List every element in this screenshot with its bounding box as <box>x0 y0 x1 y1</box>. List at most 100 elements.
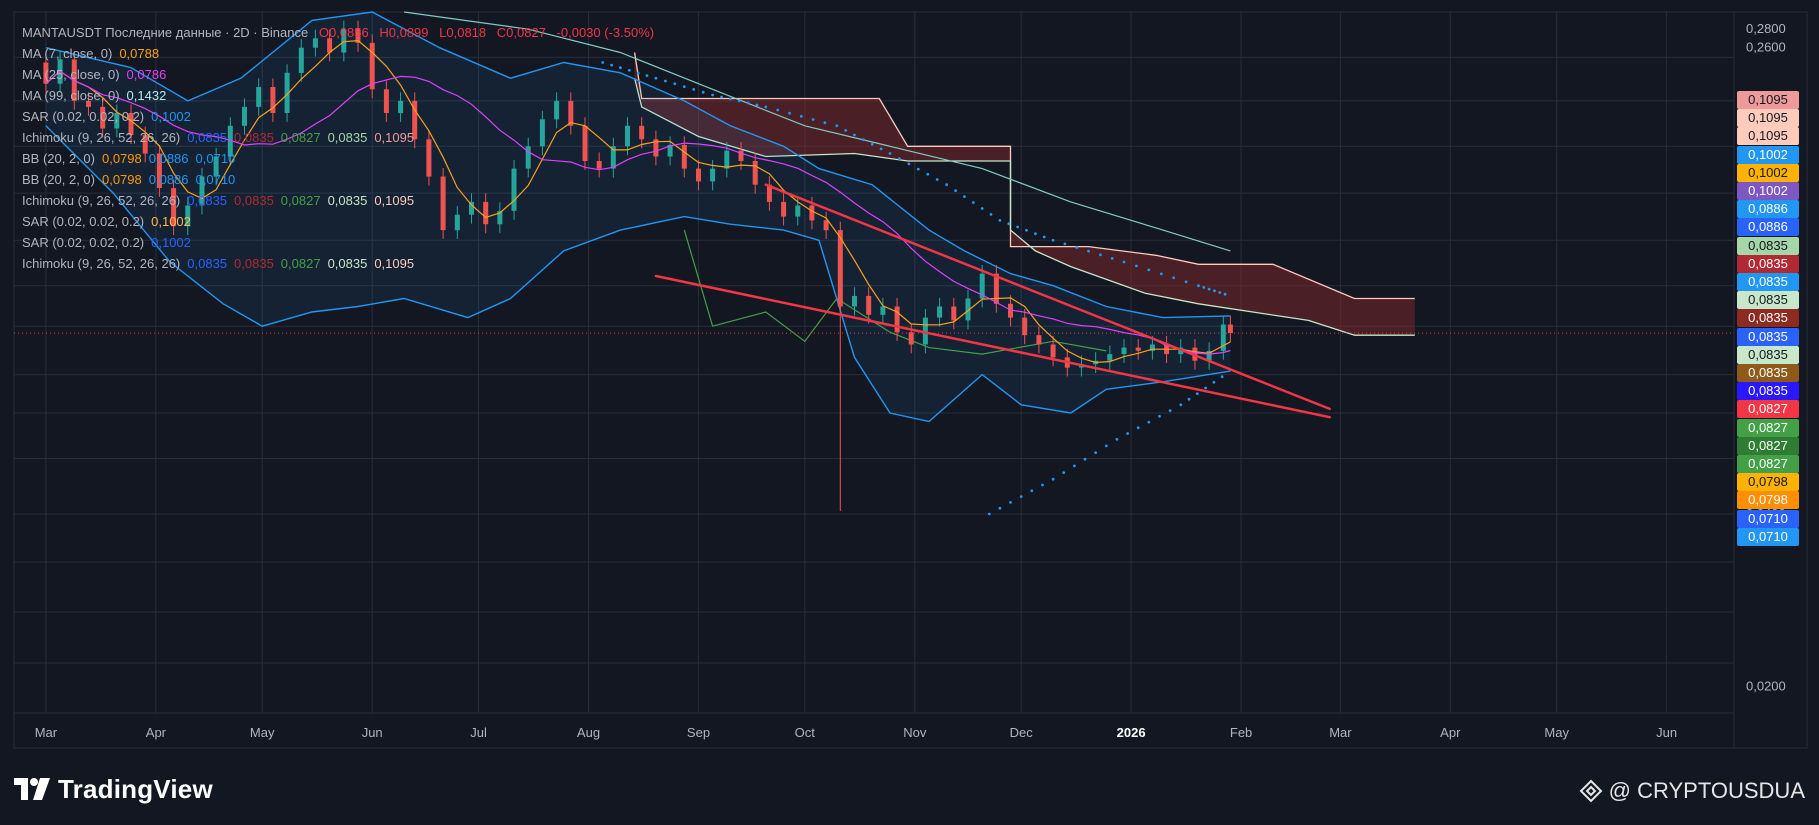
candle[interactable] <box>1149 344 1155 351</box>
candle[interactable] <box>227 125 233 157</box>
candle[interactable] <box>922 317 928 345</box>
candle[interactable] <box>1121 347 1127 355</box>
candle[interactable] <box>852 295 857 307</box>
candle[interactable] <box>171 188 177 227</box>
candle[interactable] <box>1227 324 1233 334</box>
time-axis-pane[interactable] <box>13 712 1735 749</box>
candle[interactable] <box>327 38 333 53</box>
candle[interactable] <box>653 139 659 157</box>
candle[interactable] <box>1036 335 1042 345</box>
candle[interactable] <box>795 205 801 217</box>
candle[interactable] <box>554 100 560 120</box>
candle[interactable] <box>128 113 134 136</box>
candle[interactable] <box>937 306 943 318</box>
candle[interactable] <box>1050 344 1056 358</box>
sar-dot <box>601 61 605 64</box>
candle[interactable] <box>696 168 701 182</box>
candle[interactable] <box>398 100 404 114</box>
candle[interactable] <box>525 146 531 169</box>
candle[interactable] <box>426 139 432 177</box>
candle[interactable] <box>312 38 318 48</box>
sar-dot <box>870 142 874 146</box>
candle[interactable] <box>185 205 191 227</box>
candle[interactable] <box>908 332 914 345</box>
price-tag: 0,0835 <box>1737 236 1799 255</box>
candle[interactable] <box>610 146 616 169</box>
candle[interactable] <box>639 125 645 140</box>
candle[interactable] <box>738 150 744 161</box>
candle[interactable] <box>1107 354 1113 361</box>
candle[interactable] <box>781 201 787 217</box>
candle[interactable] <box>809 205 815 221</box>
candle[interactable] <box>440 176 446 231</box>
sar-dot <box>701 90 705 94</box>
candle[interactable] <box>880 306 886 315</box>
candle[interactable] <box>483 201 489 225</box>
trendline-lower[interactable] <box>654 274 1331 419</box>
sar-dot <box>1034 232 1037 236</box>
tradingview-logo[interactable]: TradingView <box>14 774 213 804</box>
candle[interactable] <box>894 306 900 333</box>
price-pane[interactable] <box>13 11 1735 714</box>
candle[interactable] <box>752 161 758 185</box>
candle[interactable] <box>965 298 971 321</box>
sar-dot <box>627 68 631 72</box>
sar-dot <box>1016 225 1019 229</box>
candle[interactable] <box>284 72 290 113</box>
candle[interactable] <box>979 273 985 299</box>
time-axis-label: Jun <box>362 725 383 740</box>
candle[interactable] <box>766 184 772 202</box>
candle[interactable] <box>497 211 503 225</box>
candle[interactable] <box>993 273 999 304</box>
sar-dot <box>1197 284 1200 288</box>
candle[interactable] <box>1206 350 1212 361</box>
trendline-upper[interactable] <box>764 183 1331 411</box>
candle[interactable] <box>256 87 262 107</box>
candle[interactable] <box>837 230 843 307</box>
candle[interactable] <box>582 125 588 161</box>
sar-dot <box>682 85 686 88</box>
sar-dot <box>844 129 847 132</box>
time-axis-label: Jul <box>470 725 487 740</box>
candle[interactable] <box>270 87 276 113</box>
candle[interactable] <box>355 29 361 43</box>
candle[interactable] <box>710 168 716 182</box>
candle[interactable] <box>511 168 517 211</box>
candle[interactable] <box>724 150 730 169</box>
candle[interactable] <box>412 100 418 140</box>
sar-dot <box>945 183 949 187</box>
candle[interactable] <box>341 29 347 53</box>
candle[interactable] <box>823 220 829 231</box>
candle[interactable] <box>681 144 687 169</box>
candle[interactable] <box>213 156 219 177</box>
candle[interactable] <box>539 119 545 147</box>
candle[interactable] <box>142 135 148 154</box>
sar-dot <box>1136 426 1140 430</box>
candle[interactable] <box>369 42 375 90</box>
candle[interactable] <box>199 176 205 206</box>
candle[interactable] <box>1022 317 1028 336</box>
candle[interactable] <box>156 153 162 189</box>
candle[interactable] <box>951 306 957 321</box>
candle[interactable] <box>114 113 120 129</box>
candle[interactable] <box>596 161 602 169</box>
candle[interactable] <box>625 125 630 147</box>
sar-dot <box>1122 260 1126 264</box>
candle[interactable] <box>667 144 673 157</box>
candle[interactable] <box>86 100 91 107</box>
candle[interactable] <box>469 201 474 215</box>
candle[interactable] <box>1135 347 1141 351</box>
candle[interactable] <box>383 89 389 113</box>
sar-dot <box>963 195 966 199</box>
candle[interactable] <box>298 47 304 73</box>
candle[interactable] <box>100 106 106 129</box>
candle[interactable] <box>242 106 247 126</box>
candle[interactable] <box>454 214 460 231</box>
candle[interactable] <box>1220 324 1226 351</box>
candle[interactable] <box>43 62 49 84</box>
candle[interactable] <box>866 295 872 315</box>
candle[interactable] <box>568 100 574 126</box>
sar-dot <box>1135 264 1138 268</box>
